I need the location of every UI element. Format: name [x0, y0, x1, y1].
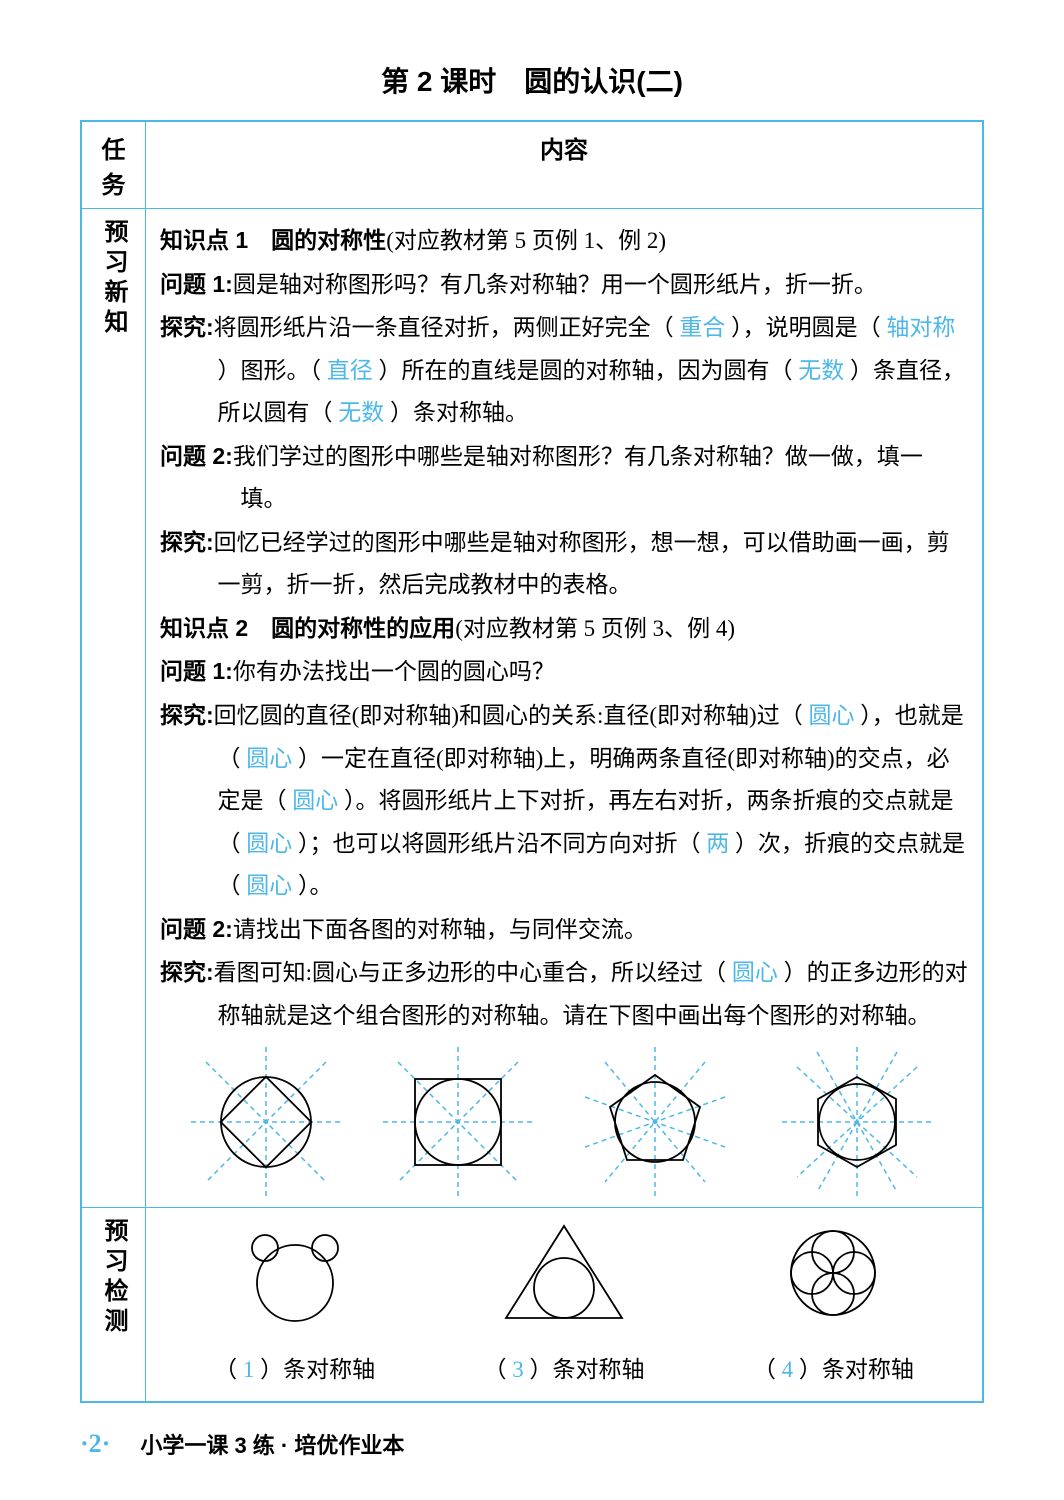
- test-answer-3: 4: [776, 1357, 799, 1382]
- task-label-1: 预习新知: [81, 209, 146, 1208]
- test-suffix-2: 条对称轴: [552, 1357, 644, 1382]
- q3: 问题 1:你有办法找出一个圆的圆心吗？: [160, 650, 968, 694]
- e4-label: 探究:: [160, 959, 214, 985]
- e2-label: 探究:: [160, 529, 214, 555]
- section-preview-new: 预习新知 知识点 1 圆的对称性(对应教材第 5 页例 1、例 2) 问题 1:…: [81, 209, 983, 1208]
- symmetry-diagrams: [160, 1047, 968, 1197]
- q4-text: 请找出下面各图的对称轴，与同伴交流。: [233, 917, 647, 942]
- test-shape-triangle-circle: [494, 1218, 634, 1328]
- q1-label: 问题 1:: [160, 271, 233, 297]
- diagram-circle-hexagon: [777, 1047, 937, 1197]
- test-item-3: （ 4 ）条对称轴: [753, 1218, 914, 1391]
- book-title: 小学一课 3 练 · 培优作业本: [140, 1428, 404, 1460]
- diagram-square-circle: [383, 1047, 533, 1197]
- e1-f3: 直径: [321, 358, 379, 383]
- page-number: ·2·: [80, 1429, 110, 1459]
- q2-label: 问题 2:: [160, 443, 233, 469]
- test-label-1: （ 1 ）条对称轴: [214, 1349, 375, 1392]
- e4: 探究:看图可知:圆心与正多边形的中心重合，所以经过（ 圆心 ）的正多边形的对称轴…: [160, 951, 968, 1037]
- q2: 问题 2:我们学过的图形中哪些是轴对称图形？有几条对称轴？做一做，填一填。: [160, 435, 968, 521]
- test-answer-2: 3: [506, 1357, 529, 1382]
- test-answer-1: 1: [237, 1357, 260, 1382]
- kp2-ref: (对应教材第 5 页例 3、例 4): [455, 616, 735, 641]
- e3-p1: 回忆圆的直径(即对称轴)和圆心的关系:直径(即对称轴)过（: [214, 703, 803, 728]
- header-row: 任务 内容: [81, 121, 983, 209]
- q2-text: 我们学过的图形中哪些是轴对称图形？有几条对称轴？做一做，填一填。: [233, 444, 923, 512]
- e4-p1: 看图可知:圆心与正多边形的中心重合，所以经过（: [214, 960, 726, 985]
- q3-label: 问题 1:: [160, 658, 233, 684]
- e3: 探究:回忆圆的直径(即对称轴)和圆心的关系:直径(即对称轴)过（ 圆心 ），也就…: [160, 694, 968, 908]
- e1: 探究:将圆形纸片沿一条直径对折，两侧正好完全（ 重合 ），说明圆是（ 轴对称 ）…: [160, 306, 968, 435]
- content-table: 任务 内容 预习新知 知识点 1 圆的对称性(对应教材第 5 页例 1、例 2)…: [80, 120, 984, 1403]
- task-label-1-text: 预习新知: [96, 219, 131, 339]
- test-shape-flower: [773, 1218, 893, 1328]
- e1-p3: ）图形。（: [218, 358, 322, 383]
- e1-p4: ）所在的直线是圆的对称轴，因为圆有（: [379, 358, 793, 383]
- q1-text: 圆是轴对称图形吗？有几条对称轴？用一个圆形纸片，折一折。: [233, 272, 877, 297]
- e1-p2: ），说明圆是（: [731, 315, 881, 340]
- test-item-2: （ 3 ）条对称轴: [483, 1218, 644, 1391]
- page-footer: ·2· 小学一课 3 练 · 培优作业本: [80, 1428, 404, 1460]
- e3-f1: 圆心: [803, 703, 861, 728]
- e1-label: 探究:: [160, 314, 214, 340]
- header-task: 任务: [81, 121, 146, 209]
- q4-label: 问题 2:: [160, 916, 233, 942]
- header-content: 内容: [146, 121, 984, 209]
- kp1-title: 知识点 1 圆的对称性: [160, 227, 386, 253]
- e1-f5: 无数: [333, 400, 391, 425]
- page-title: 第 2 课时 圆的认识(二): [80, 60, 984, 100]
- test-row: （ 1 ）条对称轴 （ 3 ）条对称轴: [160, 1218, 968, 1391]
- e1-f2: 轴对称: [881, 315, 956, 340]
- test-suffix-1: 条对称轴: [283, 1357, 375, 1382]
- e1-p1: 将圆形纸片沿一条直径对折，两侧正好完全（: [214, 315, 674, 340]
- content-1: 知识点 1 圆的对称性(对应教材第 5 页例 1、例 2) 问题 1:圆是轴对称…: [146, 209, 984, 1208]
- e2: 探究:回忆已经学过的图形中哪些是轴对称图形，想一想，可以借助画一画，剪一剪，折一…: [160, 521, 968, 607]
- e1-f4: 无数: [793, 358, 851, 383]
- e3-f3: 圆心: [287, 788, 345, 813]
- kp2-title: 知识点 2 圆的对称性的应用: [160, 615, 455, 641]
- section-preview-test: 预习检测 （ 1 ）条对称轴 （ 3 ）条对称轴: [81, 1208, 983, 1403]
- e3-f6: 圆心: [241, 873, 299, 898]
- test-suffix-3: 条对称轴: [822, 1357, 914, 1382]
- e3-f4: 圆心: [241, 831, 299, 856]
- test-label-3: （ 4 ）条对称轴: [753, 1349, 914, 1392]
- q3-text: 你有办法找出一个圆的圆心吗？: [233, 659, 555, 684]
- e1-f1: 重合: [674, 315, 732, 340]
- content-2: （ 1 ）条对称轴 （ 3 ）条对称轴: [146, 1208, 984, 1403]
- e3-f5: 两: [701, 831, 736, 856]
- e3-p5: ）；也可以将圆形纸片沿不同方向对折（: [298, 831, 701, 856]
- e1-p6: ）条对称轴。: [390, 400, 528, 425]
- e3-label: 探究:: [160, 702, 214, 728]
- task-label-2-text: 预习检测: [96, 1218, 131, 1338]
- e2-text: 回忆已经学过的图形中哪些是轴对称图形，想一想，可以借助画一画，剪一剪，折一折，然…: [214, 530, 950, 598]
- q1: 问题 1:圆是轴对称图形吗？有几条对称轴？用一个圆形纸片，折一折。: [160, 263, 968, 307]
- e4-f1: 圆心: [726, 960, 784, 985]
- test-item-1: （ 1 ）条对称轴: [214, 1218, 375, 1391]
- e3-f2: 圆心: [241, 746, 299, 771]
- kp1: 知识点 1 圆的对称性(对应教材第 5 页例 1、例 2): [160, 219, 968, 263]
- diagram-circle-square-rotated: [191, 1047, 341, 1197]
- kp2: 知识点 2 圆的对称性的应用(对应教材第 5 页例 3、例 4): [160, 607, 968, 651]
- task-label-2: 预习检测: [81, 1208, 146, 1403]
- test-shape-mickey: [230, 1218, 360, 1328]
- kp1-ref: (对应教材第 5 页例 1、例 2): [386, 228, 666, 253]
- q4: 问题 2:请找出下面各图的对称轴，与同伴交流。: [160, 908, 968, 952]
- diagram-circle-pentagon: [575, 1047, 735, 1197]
- e3-p7: ）。: [298, 873, 333, 898]
- test-label-2: （ 3 ）条对称轴: [483, 1349, 644, 1392]
